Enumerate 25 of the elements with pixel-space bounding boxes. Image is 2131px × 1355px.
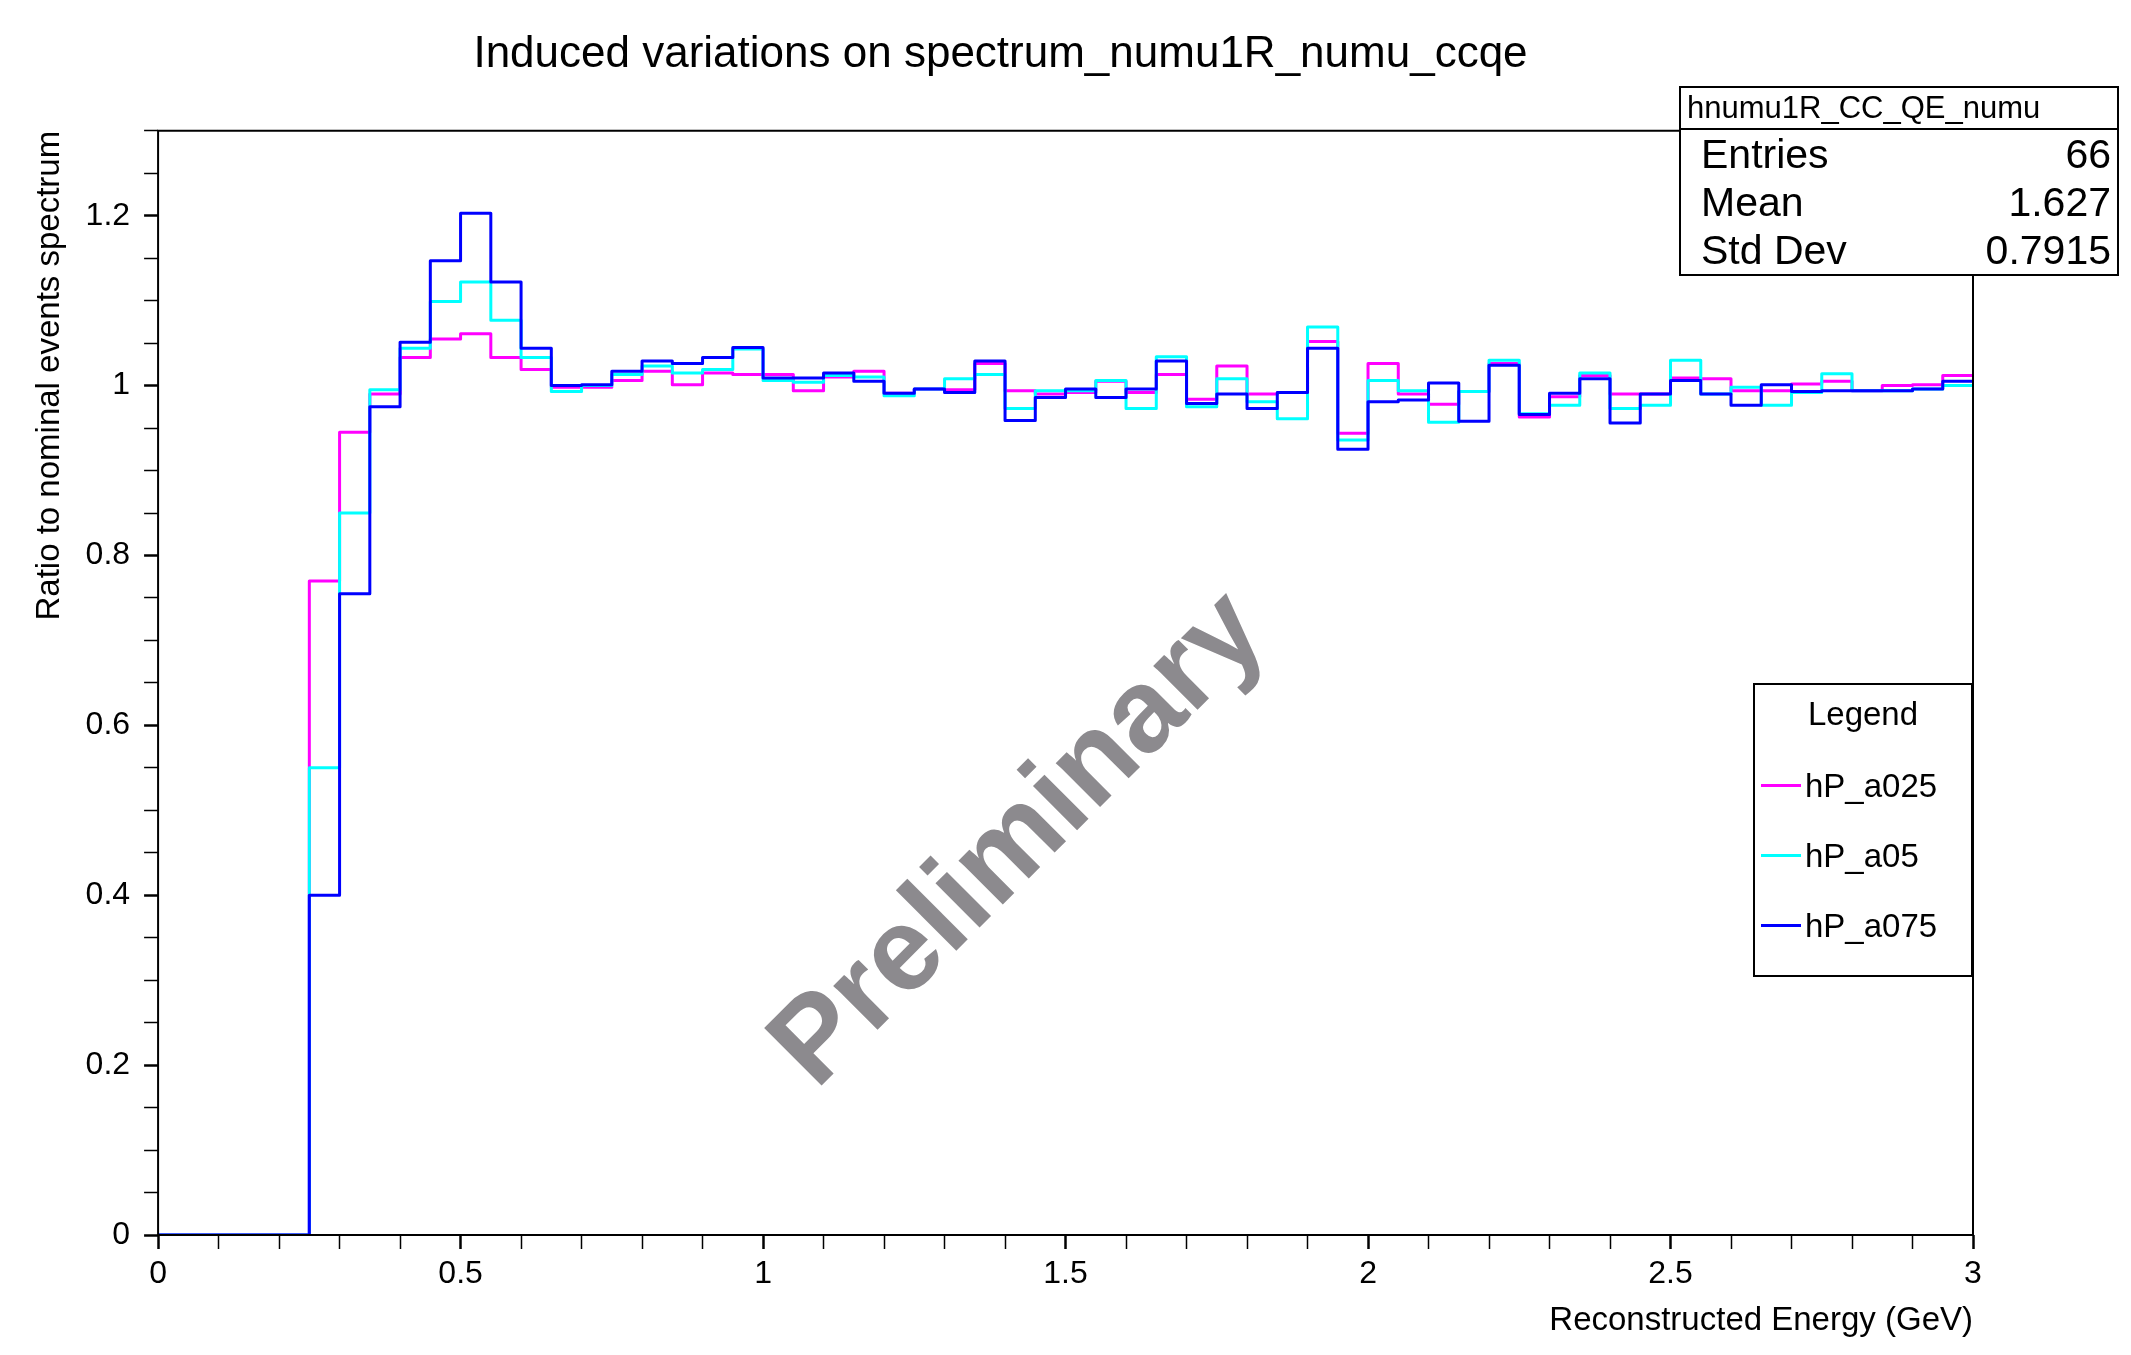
x-tick-label: 3 [1964,1254,1982,1291]
text: Std Dev 0.7915 [1701,226,2111,273]
chart-title: Induced variations on spectrum_numu1R_numu_ccqe [473,26,1528,76]
legend-label: hP_a025 [1805,766,1938,805]
x-tick-label: 2.5 [1648,1254,1693,1291]
legend-title: Legend [1806,694,1920,733]
x-tick-label: 0 [149,1254,167,1291]
y-tick-label: 0.2 [85,1044,131,1081]
text: Mean 1.627 [1701,178,2111,225]
y-tick-label: 1.2 [85,195,131,232]
y-tick-label: 0.6 [85,705,131,742]
y-tick-label: 0.4 [85,875,131,912]
text: hnumu1R_CC_QE_numu [1681,87,2117,130]
text: Entries 66 [1701,130,2111,177]
y-tick-label: 1 [112,365,131,402]
x-tick-label: 1 [754,1254,772,1291]
legend-label: hP_a075 [1805,906,1938,945]
x-tick-label: 2 [1359,1254,1377,1291]
legend-label: hP_a05 [1805,836,1919,875]
x-axis-title: Reconstructed Energy (GeV) [1549,1300,1973,1338]
x-tick-label: 1.5 [1043,1254,1088,1291]
y-axis-title: Ratio to nominal events spectrum [28,130,66,621]
x-tick-label: 0.5 [438,1254,483,1291]
y-tick-label: 0.8 [85,535,131,572]
y-tick-label: 0 [112,1214,131,1251]
